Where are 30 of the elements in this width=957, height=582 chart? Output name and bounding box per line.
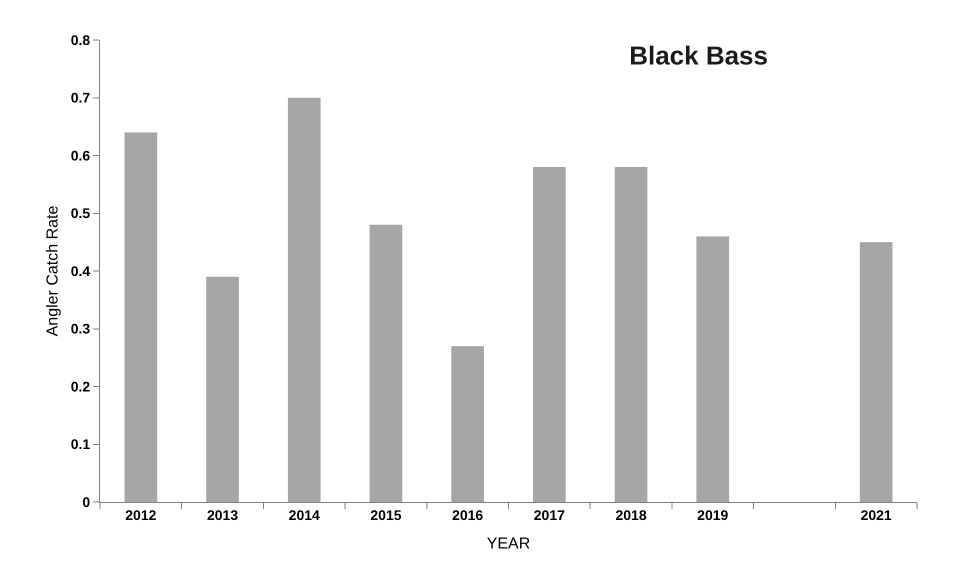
bar (533, 167, 566, 502)
y-tick-label: 0.7 (70, 90, 90, 106)
bar (206, 276, 239, 502)
bar (288, 98, 321, 502)
y-tick-label: 0.4 (70, 262, 90, 279)
chart-title: Black Bass (629, 40, 768, 70)
y-tick-label: 0 (82, 494, 90, 510)
bar (614, 167, 648, 502)
x-axis-title: YEAR (486, 536, 530, 552)
x-tick-label: 2017 (534, 506, 566, 523)
y-axis-title: Angler Catch Rate (44, 206, 62, 336)
y-tick-label: 0.2 (70, 378, 90, 394)
x-tick-label: 2014 (288, 506, 320, 523)
bar (370, 224, 402, 502)
bar (124, 132, 158, 502)
bar (696, 236, 730, 502)
bar (860, 242, 892, 502)
bar (451, 346, 484, 502)
x-tick-label: 2012 (125, 506, 157, 523)
y-tick-label: 0.3 (70, 320, 90, 337)
y-tick-label: 0.1 (70, 436, 90, 452)
x-tick-label: 2013 (206, 506, 238, 523)
x-tick-label: 2016 (452, 506, 484, 523)
y-tick-label: 0.8 (70, 32, 90, 48)
x-tick-label: 2015 (370, 506, 402, 523)
y-tick-label: 0.5 (70, 205, 90, 222)
y-tick-label: 0.6 (70, 147, 90, 164)
x-tick-label: 2021 (860, 506, 892, 523)
x-tick-label: 2018 (615, 506, 647, 523)
x-tick-label: 2019 (697, 506, 729, 523)
